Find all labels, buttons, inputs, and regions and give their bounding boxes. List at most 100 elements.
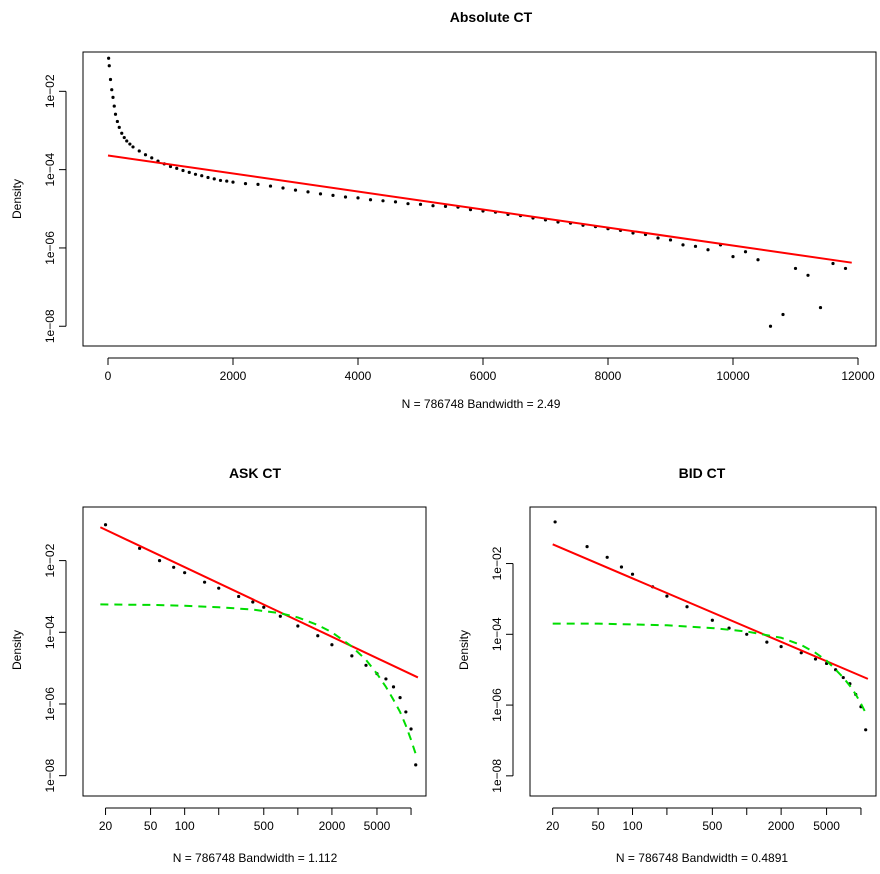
y-tick-label: 1e−06 bbox=[490, 688, 504, 722]
data-point bbox=[143, 153, 148, 157]
y-axis-label: Density bbox=[10, 630, 24, 670]
fit-line bbox=[107, 154, 852, 264]
x-tick-label: 20 bbox=[546, 819, 560, 833]
data-point bbox=[685, 605, 689, 609]
x-tick-label: 20 bbox=[99, 819, 113, 833]
chart-title: ASK CT bbox=[229, 465, 282, 481]
x-tick-label: 500 bbox=[702, 819, 722, 833]
data-point bbox=[368, 198, 373, 202]
data-point bbox=[231, 180, 235, 184]
y-axis: 1e−08 1e−06 1e−04 1e−02 bbox=[43, 74, 67, 343]
y-tick-label: 1e−02 bbox=[43, 543, 57, 577]
data-point bbox=[137, 149, 141, 153]
data-point bbox=[183, 571, 187, 575]
data-point bbox=[681, 243, 685, 247]
data-point bbox=[268, 184, 273, 188]
data-point bbox=[356, 196, 360, 200]
data-point bbox=[187, 170, 191, 174]
data-point bbox=[293, 188, 298, 192]
data-point bbox=[765, 640, 769, 644]
plot-frame bbox=[529, 506, 877, 797]
x-axis-label: N = 786748 Bandwidth = 0.4891 bbox=[616, 851, 788, 865]
data-point bbox=[278, 614, 282, 618]
data-point bbox=[665, 594, 669, 598]
data-point bbox=[120, 131, 124, 135]
data-point bbox=[343, 195, 348, 199]
plot-frame bbox=[82, 51, 877, 347]
data-point bbox=[107, 56, 111, 60]
data-point bbox=[117, 125, 121, 129]
data-point bbox=[414, 763, 418, 767]
x-tick-label: 5000 bbox=[813, 819, 840, 833]
fit-curve bbox=[552, 622, 867, 714]
x-tick-label: 2000 bbox=[319, 819, 346, 833]
chart-title: BID CT bbox=[679, 465, 726, 481]
data-point bbox=[710, 618, 714, 622]
data-point bbox=[406, 202, 410, 206]
data-point bbox=[202, 580, 207, 584]
data-point bbox=[331, 193, 335, 197]
data-point bbox=[256, 182, 260, 186]
data-point bbox=[793, 266, 798, 271]
plot-frame bbox=[82, 506, 427, 797]
data-point bbox=[225, 179, 229, 183]
data-point bbox=[831, 261, 835, 266]
data-point bbox=[813, 657, 818, 661]
data-point bbox=[398, 696, 402, 700]
data-point bbox=[404, 710, 408, 714]
data-point bbox=[418, 202, 423, 206]
x-tick-label: 4000 bbox=[345, 369, 372, 383]
data-point bbox=[157, 558, 162, 563]
data-point bbox=[731, 255, 735, 259]
x-tick-label: 50 bbox=[591, 819, 605, 833]
data-point bbox=[768, 324, 773, 328]
data-point bbox=[619, 565, 624, 569]
data-point bbox=[306, 190, 310, 194]
data-point bbox=[181, 168, 185, 173]
fit-line bbox=[99, 526, 419, 679]
data-point bbox=[350, 654, 354, 658]
fit-line bbox=[552, 543, 869, 680]
data-point bbox=[212, 177, 216, 181]
data-point bbox=[112, 104, 116, 108]
data-point bbox=[217, 586, 221, 590]
y-tick-label: 1e−04 bbox=[43, 615, 57, 649]
x-axis-label: N = 786748 Bandwidth = 2.49 bbox=[402, 397, 561, 411]
y-tick-label: 1e−06 bbox=[43, 231, 57, 265]
x-axis: 20 50 100 500 2000 5000 bbox=[99, 807, 412, 833]
x-axis-label: N = 786748 Bandwidth = 1.112 bbox=[173, 851, 338, 865]
data-point bbox=[843, 266, 848, 271]
data-point bbox=[243, 181, 248, 186]
data-point bbox=[706, 248, 710, 252]
data-point bbox=[431, 204, 435, 208]
panel-absolute-ct: Absolute CT 0 2000 4000 6000 8000 10000 12000 … bbox=[10, 9, 877, 411]
chart-title: Absolute CT bbox=[450, 9, 533, 25]
x-tick-label: 500 bbox=[254, 819, 274, 833]
x-tick-label: 10000 bbox=[716, 369, 750, 383]
data-point bbox=[864, 728, 868, 732]
data-point bbox=[115, 119, 119, 124]
data-point bbox=[409, 727, 413, 731]
x-tick-label: 8000 bbox=[595, 369, 622, 383]
data-point bbox=[384, 677, 388, 681]
data-point bbox=[281, 186, 285, 190]
data-point bbox=[745, 632, 749, 636]
y-tick-label: 1e−08 bbox=[43, 309, 57, 343]
data-point bbox=[393, 200, 398, 204]
data-point bbox=[743, 250, 748, 254]
data-point bbox=[237, 594, 241, 599]
x-tick-label: 100 bbox=[623, 819, 643, 833]
data-point bbox=[756, 258, 760, 262]
x-tick-label: 2000 bbox=[768, 819, 795, 833]
x-tick-label: 0 bbox=[105, 369, 112, 383]
data-point bbox=[131, 145, 135, 149]
data-point bbox=[122, 135, 126, 140]
y-tick-label: 1e−02 bbox=[43, 74, 57, 108]
data-point bbox=[150, 156, 154, 160]
data-points bbox=[553, 520, 868, 732]
x-axis: 0 2000 4000 6000 8000 10000 12000 bbox=[105, 357, 875, 383]
data-point bbox=[443, 204, 448, 209]
data-point bbox=[841, 675, 845, 680]
data-point bbox=[799, 651, 803, 655]
